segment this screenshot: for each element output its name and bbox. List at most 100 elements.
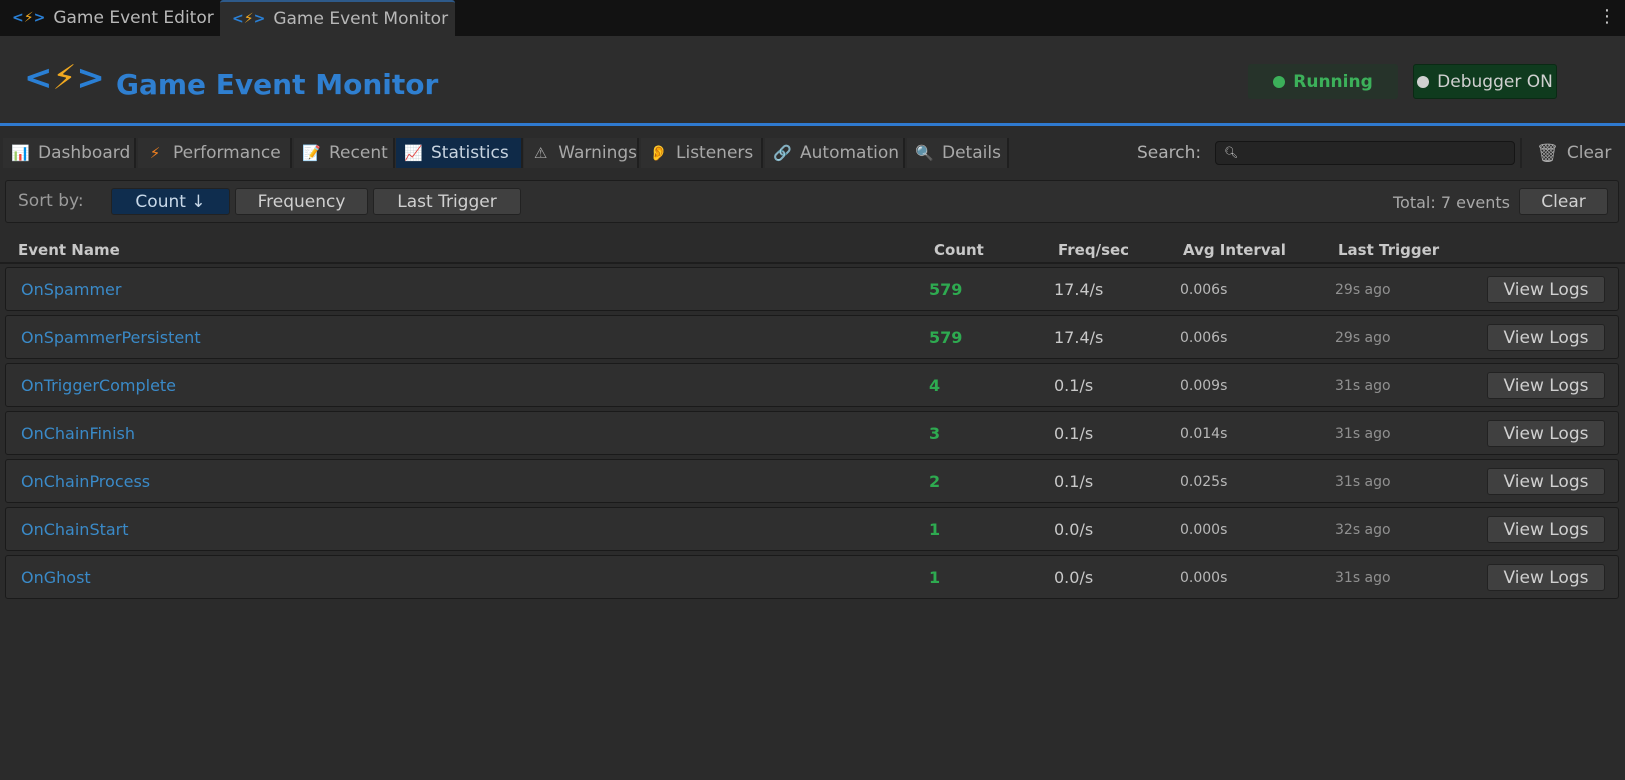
bar-chart-icon: 📊 (11, 144, 30, 162)
sort-count-button[interactable]: Count ↓ (111, 188, 230, 215)
event-frequency: 17.4/s (1054, 280, 1104, 299)
game-event-logo-icon: <⚡> (232, 11, 266, 27)
search-label: Search: (1137, 143, 1202, 163)
header-divider-line (0, 262, 1625, 264)
tab-label: Performance (173, 143, 281, 163)
tab-listeners[interactable]: 👂 Listeners (641, 138, 763, 168)
table-row: OnChainFinish 3 0.1/s 0.014s 31s ago Vie… (5, 411, 1619, 455)
app-logo-icon: <⚡> (24, 58, 105, 98)
column-header-count: Count (934, 241, 984, 259)
event-count: 579 (929, 328, 963, 347)
window-tab-game-event-monitor[interactable]: <⚡> Game Event Monitor (220, 0, 455, 36)
clear-stats-button[interactable]: Clear (1519, 188, 1608, 215)
debugger-label: Debugger ON (1437, 71, 1553, 92)
tab-details[interactable]: 🔍 Details (907, 138, 1009, 168)
column-header-event-name: Event Name (18, 241, 120, 259)
tab-warnings[interactable]: ⚠ Warnings (524, 138, 639, 168)
clear-all-button[interactable]: 🗑 Clear (1520, 138, 1625, 168)
window-tab-game-event-editor[interactable]: <⚡> Game Event Editor (0, 0, 215, 36)
event-last-trigger: 29s ago (1335, 330, 1391, 346)
event-avg-interval: 0.025s (1180, 474, 1228, 490)
event-frequency: 0.1/s (1054, 376, 1094, 395)
event-avg-interval: 0.000s (1180, 570, 1228, 586)
event-count: 4 (929, 376, 941, 395)
sort-frequency-button[interactable]: Frequency (235, 188, 368, 215)
tab-recent[interactable]: 📝 Recent (294, 138, 395, 168)
event-name-link[interactable]: OnGhost (21, 568, 91, 587)
debugger-toggle-button[interactable]: Debugger ON (1413, 64, 1557, 99)
event-frequency: 0.0/s (1054, 520, 1094, 539)
view-logs-button[interactable]: View Logs (1487, 516, 1605, 543)
column-header-freq: Freq/sec (1058, 241, 1130, 259)
view-logs-button[interactable]: View Logs (1487, 276, 1605, 303)
window-tab-label: Game Event Editor (53, 8, 214, 28)
tab-label: Dashboard (38, 143, 131, 163)
sort-label: Sort by: (18, 191, 84, 211)
chart-increasing-icon: 📈 (404, 144, 423, 162)
event-avg-interval: 0.000s (1180, 522, 1228, 538)
tab-automation[interactable]: 🔗 Automation (765, 138, 905, 168)
event-count: 579 (929, 280, 963, 299)
warning-icon: ⚠ (533, 144, 548, 162)
event-avg-interval: 0.014s (1180, 426, 1228, 442)
lightning-icon: ⚡ (149, 144, 161, 162)
table-row: OnSpammerPersistent 579 17.4/s 0.006s 29… (5, 315, 1619, 359)
column-header-last-trigger: Last Trigger (1338, 241, 1440, 259)
table-row: OnChainProcess 2 0.1/s 0.025s 31s ago Vi… (5, 459, 1619, 503)
status-dot-icon (1273, 75, 1286, 88)
status-label: Running (1293, 71, 1373, 92)
event-last-trigger: 31s ago (1335, 474, 1391, 490)
tab-label: Statistics (431, 143, 509, 163)
event-count: 2 (929, 472, 941, 491)
event-frequency: 0.1/s (1054, 472, 1094, 491)
search-icon: 🔍︎ (1224, 146, 1238, 159)
event-name-link[interactable]: OnChainProcess (21, 472, 151, 491)
column-header-avg-interval: Avg Interval (1183, 241, 1286, 259)
status-badge: Running (1248, 64, 1398, 99)
event-name-link[interactable]: OnSpammerPersistent (21, 328, 201, 347)
trash-icon: 🗑 (1536, 142, 1559, 164)
more-options-icon[interactable]: ⋮ (1598, 6, 1616, 27)
event-frequency: 0.1/s (1054, 424, 1094, 443)
event-avg-interval: 0.006s (1180, 330, 1228, 346)
page-title: Game Event Monitor (116, 68, 439, 101)
table-row: OnSpammer 579 17.4/s 0.006s 29s ago View… (5, 267, 1619, 311)
event-name-link[interactable]: OnChainStart (21, 520, 129, 539)
event-name-link[interactable]: OnTriggerComplete (21, 376, 177, 395)
event-frequency: 0.0/s (1054, 568, 1094, 587)
table-row: OnChainStart 1 0.0/s 0.000s 32s ago View… (5, 507, 1619, 551)
event-count: 1 (929, 520, 941, 539)
event-name-link[interactable]: OnSpammer (21, 280, 122, 299)
event-last-trigger: 32s ago (1335, 522, 1391, 538)
memo-icon: 📝 (302, 144, 321, 162)
event-last-trigger: 31s ago (1335, 378, 1391, 394)
view-logs-button[interactable]: View Logs (1487, 468, 1605, 495)
total-events: Total: 7 events (1392, 193, 1510, 212)
event-count: 3 (929, 424, 941, 443)
header-divider (0, 123, 1625, 126)
tab-statistics[interactable]: 📈 Statistics (396, 138, 523, 168)
search-input[interactable]: 🔍︎ (1215, 141, 1515, 165)
event-avg-interval: 0.009s (1180, 378, 1228, 394)
table-row: OnGhost 1 0.0/s 0.000s 31s ago View Logs (5, 555, 1619, 599)
tab-label: Recent (329, 143, 388, 163)
view-logs-button[interactable]: View Logs (1487, 420, 1605, 447)
tab-performance[interactable]: ⚡ Performance (138, 138, 292, 168)
event-name-link[interactable]: OnChainFinish (21, 424, 135, 443)
view-logs-button[interactable]: View Logs (1487, 372, 1605, 399)
tab-label: Listeners (676, 143, 754, 163)
tab-label: Warnings (558, 143, 637, 163)
event-last-trigger: 31s ago (1335, 426, 1391, 442)
event-frequency: 17.4/s (1054, 328, 1104, 347)
tab-label: Automation (800, 143, 900, 163)
sort-last-trigger-button[interactable]: Last Trigger (373, 188, 521, 215)
view-logs-button[interactable]: View Logs (1487, 324, 1605, 351)
tab-dashboard[interactable]: 📊 Dashboard (3, 138, 136, 168)
clear-label: Clear (1566, 143, 1612, 163)
view-logs-button[interactable]: View Logs (1487, 564, 1605, 591)
event-last-trigger: 29s ago (1335, 282, 1391, 298)
window-tab-label: Game Event Monitor (273, 9, 449, 29)
game-event-logo-icon: <⚡> (12, 10, 46, 26)
tab-label: Details (942, 143, 1001, 163)
event-last-trigger: 31s ago (1335, 570, 1391, 586)
